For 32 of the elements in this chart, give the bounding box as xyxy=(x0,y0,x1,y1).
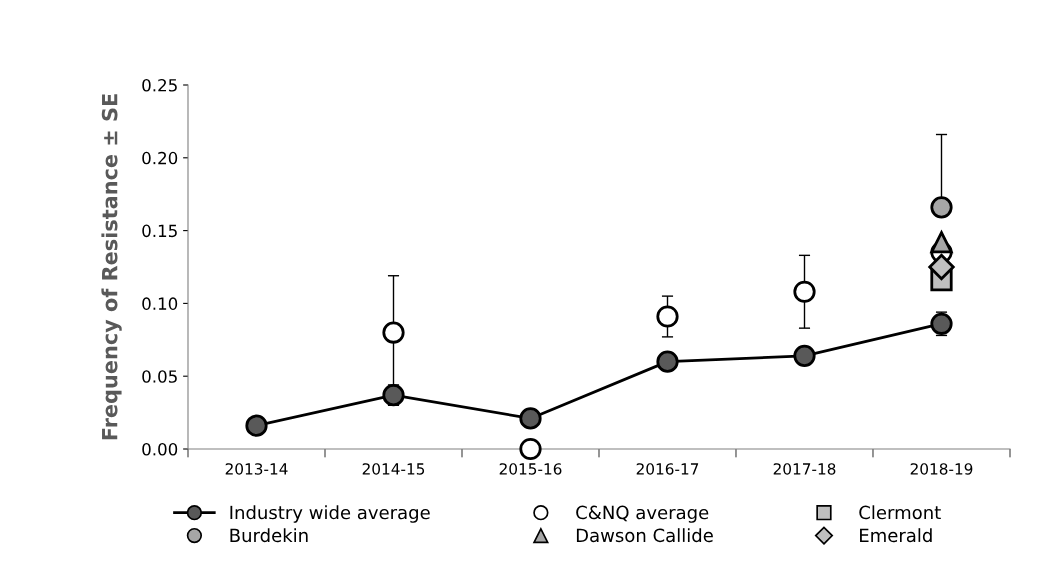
x-tick-label: 2017-18 xyxy=(773,463,836,475)
y-tick-label: 0.05 xyxy=(142,370,177,383)
y-tick-label: 0.00 xyxy=(142,442,178,456)
point xyxy=(928,253,955,281)
x-tick-label: 2018-19 xyxy=(910,463,973,475)
legend-label: Industry wide average xyxy=(230,505,430,523)
point xyxy=(793,280,816,303)
point xyxy=(930,312,953,335)
point xyxy=(382,384,405,407)
y-tick-label: 0.10 xyxy=(142,297,178,310)
point xyxy=(656,350,679,373)
point xyxy=(793,344,816,367)
y-tick-label: 0.25 xyxy=(142,78,177,92)
y-tick-label: 0.20 xyxy=(142,151,178,165)
legend-label: Dawson Callide xyxy=(576,528,713,543)
legend-label: Clermont xyxy=(859,505,941,520)
y-axis-title: Frequency of Resistance ± SE xyxy=(101,94,122,440)
point xyxy=(930,231,953,254)
legend-label: C&NQ average xyxy=(576,505,709,523)
x-tick-label: 2015-16 xyxy=(499,463,562,475)
point xyxy=(245,414,268,437)
legend-label: Emerald xyxy=(860,528,932,543)
x-tick-label: 2013-14 xyxy=(225,463,288,475)
legend-label: Burdekin xyxy=(230,528,308,543)
x-tick-label: 2016-17 xyxy=(636,463,699,475)
y-tick-label: 0.15 xyxy=(142,224,177,238)
point xyxy=(656,305,679,328)
point xyxy=(930,196,953,219)
point xyxy=(519,437,542,461)
x-tick-label: 2014-15 xyxy=(362,463,425,475)
point xyxy=(382,321,405,344)
point xyxy=(519,407,542,430)
